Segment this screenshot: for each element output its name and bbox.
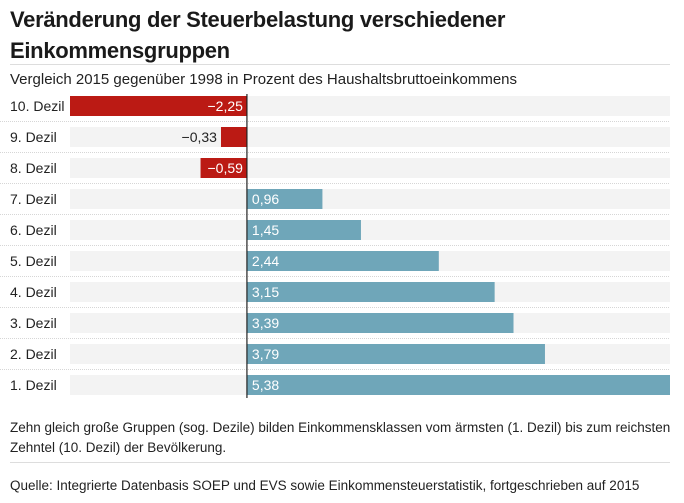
category-label: 7. Dezil [10, 191, 57, 207]
data-label: 5,38 [252, 377, 279, 393]
bar [70, 96, 247, 116]
category-label: 1. Dezil [10, 377, 57, 393]
data-label: −0,33 [182, 129, 218, 145]
bar [246, 313, 514, 333]
data-label: 3,79 [252, 346, 279, 362]
bar [246, 189, 323, 209]
bar-chart: 10. Dezil −2,25 9. Dezil −0,33 8. Dezil −0,59… [0, 94, 670, 398]
data-label: 2,44 [252, 253, 279, 269]
bar [246, 344, 545, 364]
category-label: 10. Dezil [10, 98, 64, 114]
chart-subtitle: Vergleich 2015 gegenüber 1998 in Prozent… [10, 71, 517, 88]
category-label: 3. Dezil [10, 315, 57, 331]
bar [246, 220, 361, 240]
row-background [70, 220, 670, 240]
bar [246, 375, 670, 395]
category-label: 9. Dezil [10, 129, 57, 145]
title-divider [10, 64, 670, 65]
category-label: 6. Dezil [10, 222, 57, 238]
row-background [70, 189, 670, 209]
data-label: −2,25 [207, 98, 243, 114]
data-label: −0,59 [207, 160, 243, 176]
data-label: 1,45 [252, 222, 279, 238]
bar [246, 282, 495, 302]
data-label: 3,39 [252, 315, 279, 331]
bar [246, 251, 439, 271]
row-background [70, 158, 670, 178]
category-label: 2. Dezil [10, 346, 57, 362]
bar [200, 158, 247, 178]
category-label: 8. Dezil [10, 160, 57, 176]
chart-title: Veränderung der Steuerbelastung verschie… [10, 7, 506, 63]
data-label: 0,96 [252, 191, 279, 207]
chart-note: Zehn gleich große Gruppen (sog. Dezile) … [10, 420, 671, 455]
category-label: 4. Dezil [10, 284, 57, 300]
data-label: 3,15 [252, 284, 279, 300]
note-divider [10, 462, 670, 463]
row-background [70, 127, 670, 147]
bar [220, 127, 247, 147]
chart-source: Quelle: Integrierte Datenbasis SOEP und … [10, 478, 640, 493]
category-label: 5. Dezil [10, 253, 57, 269]
